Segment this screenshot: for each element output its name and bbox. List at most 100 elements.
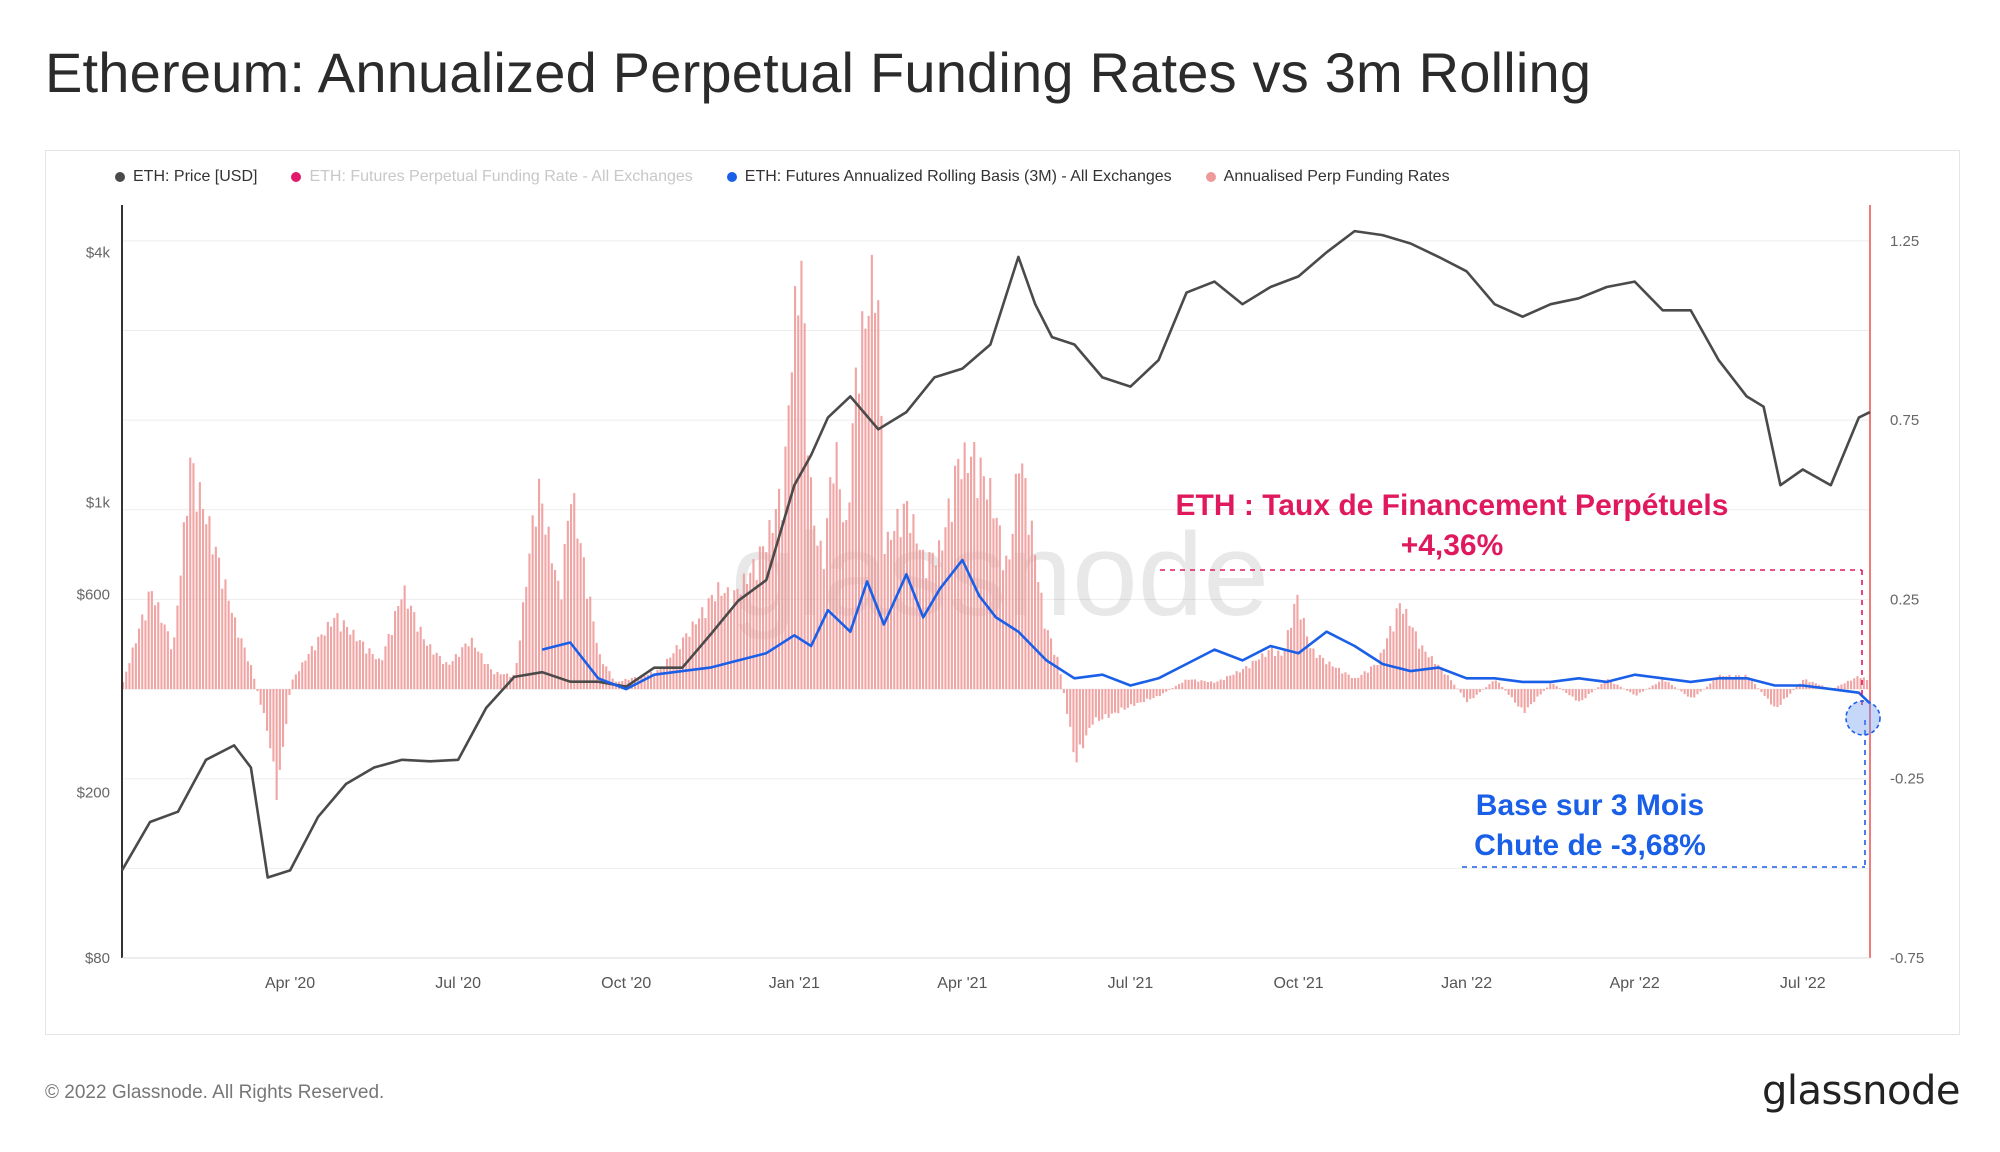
funding-bar [541, 503, 544, 690]
funding-bar [413, 612, 416, 690]
funding-bar [835, 442, 838, 690]
funding-bar [330, 626, 333, 690]
funding-bar [822, 569, 825, 690]
funding-bar [1066, 689, 1069, 714]
funding-bar [480, 653, 483, 690]
funding-bar [1549, 683, 1552, 690]
funding-bar [269, 689, 272, 749]
funding-bar [579, 543, 582, 690]
funding-bar [1718, 674, 1721, 690]
funding-bar [1766, 689, 1769, 699]
funding-bar [781, 520, 784, 690]
funding-bar [173, 637, 176, 690]
funding-bar [877, 300, 880, 690]
funding-bar [1603, 682, 1606, 690]
funding-bar [1389, 626, 1392, 690]
funding-bar [1686, 689, 1689, 697]
funding-bar [1146, 689, 1149, 699]
funding-bar [826, 518, 829, 690]
funding-bar [1264, 656, 1267, 690]
funding-bar [1427, 657, 1430, 690]
funding-bar [1558, 688, 1561, 690]
funding-bar [150, 591, 153, 690]
funding-bar [528, 553, 531, 690]
funding-bar [1360, 674, 1363, 690]
funding-bar [717, 582, 720, 690]
funding-bar [880, 415, 883, 690]
x-tick-label: Oct '20 [601, 975, 651, 992]
funding-bar [765, 552, 768, 690]
funding-bar [1069, 689, 1072, 727]
funding-bar [650, 671, 653, 690]
funding-bar [477, 651, 480, 690]
funding-bar [1267, 650, 1270, 690]
funding-bar [605, 666, 608, 690]
legend-item-rolling-basis[interactable]: ETH: Futures Annualized Rolling Basis (3… [726, 168, 1172, 186]
funding-bar [1850, 680, 1853, 690]
funding-bar [1299, 619, 1302, 690]
funding-bar [893, 530, 896, 690]
funding-bar [1853, 678, 1856, 690]
funding-bar [1094, 689, 1097, 718]
funding-bar [1258, 659, 1261, 690]
funding-bar [816, 545, 819, 690]
funding-bar [1475, 689, 1478, 695]
funding-bar [1645, 689, 1648, 690]
funding-bar [762, 546, 765, 690]
funding-bar [525, 586, 528, 690]
funding-bar [1123, 689, 1126, 710]
funding-bar [1328, 661, 1331, 690]
funding-bar [1347, 674, 1350, 690]
funding-bar [1731, 677, 1734, 690]
funding-bar [771, 532, 774, 690]
y-right-tick-label: 1.25 [1890, 233, 1919, 250]
funding-bar [134, 643, 137, 690]
funding-bar [435, 652, 438, 690]
funding-bar [451, 661, 454, 690]
funding-bar [1002, 570, 1005, 690]
funding-bar [570, 504, 573, 690]
funding-bar [1674, 687, 1677, 690]
funding-bar [803, 323, 806, 690]
funding-bar [147, 591, 150, 690]
funding-bar [784, 446, 787, 690]
funding-bar [243, 647, 246, 690]
y-left-tick-label: $80 [85, 950, 110, 967]
legend-item-price[interactable]: ETH: Price [USD] [115, 168, 257, 186]
funding-bar [1635, 689, 1638, 696]
funding-bar [198, 482, 201, 690]
funding-bar [1251, 660, 1254, 690]
funding-bar [426, 645, 429, 690]
funding-bar [522, 602, 525, 690]
funding-bar [1021, 463, 1024, 690]
funding-bar [496, 671, 499, 690]
funding-bar [154, 605, 157, 690]
legend-item-perpetual-funding-rate[interactable]: ETH: Futures Perpetual Funding Rate - Al… [291, 168, 693, 186]
funding-bar [720, 595, 723, 690]
funding-bar [1306, 636, 1309, 690]
funding-bar [1405, 608, 1408, 690]
funding-bar [518, 640, 521, 690]
funding-bar [1165, 689, 1168, 692]
funding-bar [1277, 650, 1280, 690]
funding-bar [1350, 677, 1353, 690]
funding-bar [573, 493, 576, 690]
funding-bar [864, 328, 867, 690]
funding-bar [1181, 682, 1184, 690]
funding-bar [589, 596, 592, 690]
funding-bar [944, 527, 947, 690]
funding-bar [176, 605, 179, 690]
funding-bar [1072, 689, 1075, 753]
y-right-tick-label: -0.75 [1890, 950, 1924, 967]
funding-bar [653, 673, 656, 690]
funding-bar [1254, 660, 1257, 690]
funding-bar [419, 626, 422, 690]
funding-bar [1286, 630, 1289, 690]
funding-bar [646, 674, 649, 690]
legend-item-annualised-funding[interactable]: Annualised Perp Funding Rates [1205, 168, 1450, 186]
funding-bar [1232, 674, 1235, 690]
funding-bar [1862, 677, 1865, 690]
funding-bar [1315, 657, 1318, 690]
funding-bar [397, 606, 400, 690]
funding-bar [758, 546, 761, 690]
